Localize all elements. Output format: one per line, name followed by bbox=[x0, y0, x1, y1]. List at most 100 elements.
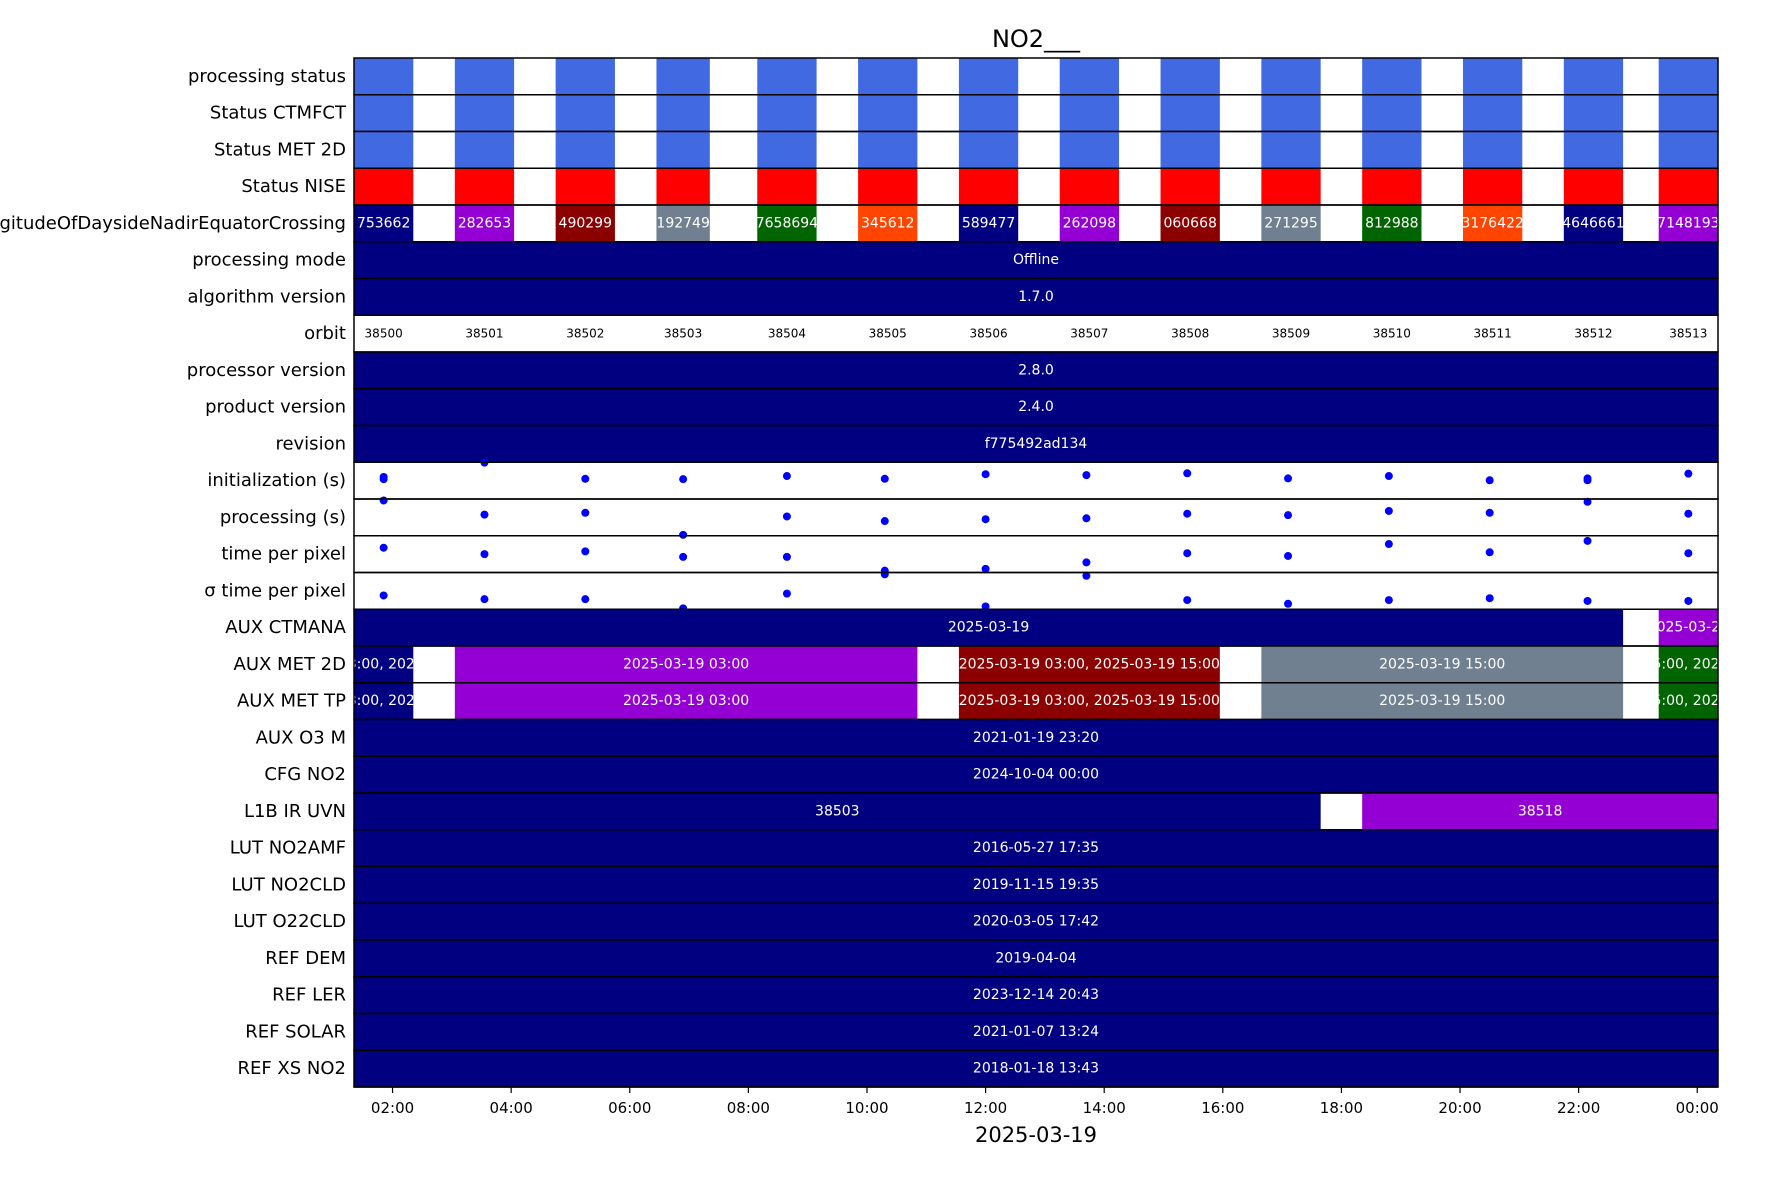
status-segment bbox=[958, 168, 1019, 205]
status-segment bbox=[1160, 131, 1220, 169]
aux-segment-label: 38518 bbox=[1518, 803, 1563, 819]
status-segment bbox=[354, 168, 414, 205]
row-label: AUX CTMANA bbox=[225, 617, 346, 638]
status-segment bbox=[454, 131, 515, 169]
scatter-point bbox=[379, 496, 388, 505]
aux-segment-label: 2025-03-19 15:00 bbox=[1379, 693, 1505, 709]
scatter-point bbox=[1183, 549, 1192, 558]
scatter-point bbox=[1485, 508, 1494, 517]
longitude-segment bbox=[1362, 205, 1422, 242]
scatter-point bbox=[1183, 509, 1192, 518]
row-label: REF LER bbox=[272, 985, 346, 1006]
row-label: initialization (s) bbox=[207, 470, 346, 491]
row-label: algorithm version bbox=[187, 286, 346, 307]
constant-value: Offline bbox=[1013, 252, 1059, 268]
status-segment bbox=[1658, 94, 1718, 132]
status-segment bbox=[1462, 131, 1523, 169]
status-segment bbox=[454, 168, 515, 205]
scatter-point bbox=[782, 589, 791, 598]
constant-bar bbox=[354, 1050, 1718, 1087]
status-segment bbox=[1261, 168, 1321, 205]
scatter-point bbox=[1284, 551, 1293, 560]
x-tick-label: 00:00 bbox=[1676, 1099, 1719, 1117]
constant-value: 2.8.0 bbox=[1018, 362, 1054, 378]
status-segment bbox=[1059, 131, 1120, 169]
constant-bar bbox=[354, 756, 1718, 793]
row-time-per-pixel: time per pixel bbox=[221, 535, 1719, 575]
row-lut-o22cld: LUT O22CLD 2020-03-05 17:42 bbox=[233, 902, 1719, 941]
row-frame bbox=[353, 498, 1719, 537]
status-segment bbox=[1362, 58, 1422, 95]
scatter-point bbox=[981, 602, 990, 611]
scatter-point bbox=[581, 547, 590, 556]
aux-segment bbox=[354, 793, 1321, 830]
aux-segment bbox=[1261, 646, 1624, 683]
row-algorithm-version: algorithm version 1.7.0 bbox=[187, 277, 1719, 316]
x-tick-label: 14:00 bbox=[1083, 1099, 1126, 1117]
row-lut-no2cld: LUT NO2CLD 2019-11-15 19:35 bbox=[231, 865, 1719, 904]
row-label: orbit bbox=[304, 323, 346, 344]
row-label: REF DEM bbox=[265, 948, 346, 969]
status-segment bbox=[858, 131, 918, 169]
status-segment bbox=[858, 58, 918, 95]
longitude-segment bbox=[454, 205, 515, 242]
row-aux-ctmana: AUX CTMANA 2025-03-19 2025-03-20 bbox=[225, 608, 1719, 647]
constant-value: 2016-05-27 17:35 bbox=[973, 840, 1099, 856]
row-aux-o3-m: AUX O3 M 2021-01-19 23:20 bbox=[256, 718, 1719, 757]
row-processor-version: processor version 2.8.0 bbox=[187, 351, 1719, 390]
row-frame bbox=[353, 461, 1719, 500]
row-label: AUX MET 2D bbox=[234, 654, 346, 675]
aux-segment bbox=[1362, 793, 1718, 830]
constant-value: 2019-11-15 19:35 bbox=[973, 877, 1099, 893]
status-segment bbox=[1462, 168, 1523, 205]
longitude-segment bbox=[1059, 205, 1120, 242]
constant-value: 2020-03-05 17:42 bbox=[973, 914, 1099, 930]
constant-bar bbox=[354, 940, 1718, 977]
row-label: revision bbox=[275, 433, 346, 454]
orbit-number: 38509 bbox=[1272, 327, 1310, 341]
x-tick-label: 06:00 bbox=[608, 1099, 651, 1117]
orbit-number: 38512 bbox=[1574, 327, 1612, 341]
status-segment bbox=[1563, 168, 1624, 205]
row-product-version: product version 2.4.0 bbox=[205, 388, 1719, 427]
row-label: LongitudeOfDaysideNadirEquatorCrossing bbox=[0, 213, 346, 234]
x-tick-label: 04:00 bbox=[490, 1099, 533, 1117]
scatter-point bbox=[379, 543, 388, 552]
aux-segment-label: 38503 bbox=[815, 803, 860, 819]
status-segment bbox=[555, 58, 615, 95]
row-ref-xs-no2: REF XS NO2 2018-01-18 13:43 bbox=[237, 1049, 1719, 1088]
longitude-value: 589477 bbox=[962, 215, 1015, 231]
aux-segment-label: 2025-03-19 15:00, 2025-03-20 03:00 bbox=[1558, 656, 1771, 672]
constant-bar bbox=[354, 829, 1718, 867]
constant-value: 2.4.0 bbox=[1018, 399, 1054, 415]
aux-segment bbox=[354, 609, 1624, 646]
longitude-segment bbox=[354, 205, 414, 242]
row-label: processor version bbox=[187, 360, 346, 381]
row-cfg-no2: CFG NO2 2024-10-04 00:00 bbox=[264, 755, 1719, 794]
row-label: Status NISE bbox=[241, 176, 346, 197]
x-axis-label: 2025-03-19 bbox=[975, 1123, 1097, 1147]
scatter-point bbox=[880, 570, 889, 579]
status-segment bbox=[858, 94, 918, 132]
aux-segment-label: 2025-03-19 03:00 bbox=[623, 693, 749, 709]
status-segment bbox=[354, 58, 414, 95]
row-processing-status: processing status bbox=[188, 57, 1719, 96]
row-frame bbox=[353, 535, 1719, 574]
scatter-point bbox=[1684, 469, 1693, 478]
constant-value: 2019-04-04 bbox=[995, 950, 1076, 966]
longitude-segment bbox=[1160, 205, 1220, 242]
status-segment bbox=[1563, 131, 1624, 169]
longitude-value: 490299 bbox=[559, 215, 612, 231]
aux-segment-label: 2025-03-19 03:00, 2025-03-19 15:00 bbox=[959, 656, 1220, 672]
scatter-point bbox=[679, 475, 688, 484]
row-label: Status CTMFCT bbox=[210, 103, 347, 124]
aux-segment bbox=[454, 682, 918, 720]
aux-segment-label: 2025-03-19 15:00, 2025-03-20 03:00 bbox=[1558, 693, 1771, 709]
scatter-point bbox=[679, 552, 688, 561]
status-segment bbox=[958, 131, 1019, 169]
scatter-point bbox=[981, 470, 990, 479]
orbit-number: 38504 bbox=[768, 327, 806, 341]
longitude-value: 282653 bbox=[458, 215, 511, 231]
orbit-number: 38502 bbox=[566, 327, 604, 341]
